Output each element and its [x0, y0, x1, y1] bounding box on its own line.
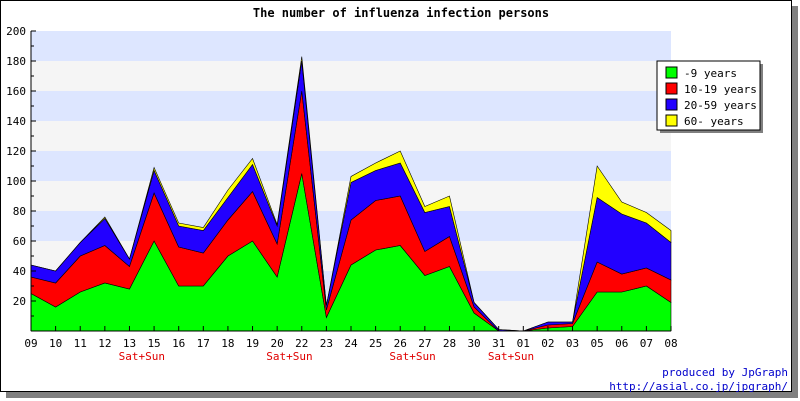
- x-tick-label: 09: [24, 337, 37, 350]
- x-tick-label: 27: [418, 337, 431, 350]
- x-tick-label: 15: [147, 337, 160, 350]
- x-tick-label: 28: [443, 337, 456, 350]
- x-tick-label: 06: [615, 337, 628, 350]
- area-series-60-years: [30, 56, 672, 332]
- x-tick-label: 22: [295, 337, 308, 350]
- x-tick-label: 24: [344, 337, 358, 350]
- x-tick-label: 19: [246, 337, 259, 350]
- x-tick-label: 23: [320, 337, 333, 350]
- axes: 20 40 60 80 100 120 140 160 180 200 09 10 11 12 13 15 16…: [6, 25, 678, 363]
- y-tick-label: 20: [13, 295, 26, 308]
- grid-band: [31, 121, 671, 151]
- x-tick-label: 01: [517, 337, 530, 350]
- x-tick-label: 17: [197, 337, 210, 350]
- y-tick-label: 160: [6, 85, 26, 98]
- x-tick-label: 30: [467, 337, 480, 350]
- stacked-areas: [30, 56, 672, 332]
- x-tick-label: 10: [49, 337, 62, 350]
- grid-band: [31, 61, 671, 91]
- legend-swatch: [665, 114, 678, 127]
- chart-title: The number of influenza infection person…: [253, 6, 549, 20]
- y-tick-label: 140: [6, 115, 26, 128]
- x-tick-label: 13: [123, 337, 136, 350]
- legend-swatch: [665, 98, 678, 111]
- grid-band: [31, 91, 671, 121]
- y-tick-label: 40: [13, 265, 26, 278]
- x-tick-label: 05: [591, 337, 604, 350]
- x-tick-label: 20: [271, 337, 284, 350]
- x-tick-label: 07: [640, 337, 653, 350]
- x-tick-label: 31: [492, 337, 505, 350]
- weekend-label: Sat+Sun: [389, 350, 435, 363]
- x-tick-label: 11: [74, 337, 87, 350]
- legend-swatch: [665, 66, 678, 79]
- y-tick-label: 180: [6, 55, 26, 68]
- credit-line-1: produced by JpGraph: [662, 366, 788, 379]
- y-tick-label: 80: [13, 205, 26, 218]
- grid-band: [31, 151, 671, 181]
- legend-swatch: [665, 82, 678, 95]
- y-tick-label: 60: [13, 235, 26, 248]
- x-tick-label: 02: [541, 337, 554, 350]
- y-tick-label: 200: [6, 25, 26, 38]
- grid-band: [31, 31, 671, 61]
- x-tick-label: 16: [172, 337, 185, 350]
- credit-line-2[interactable]: http://asial.co.jp/jpgraph/: [609, 380, 788, 393]
- weekend-label: Sat+Sun: [266, 350, 312, 363]
- chart-frame: The number of influenza infection person…: [0, 0, 792, 393]
- x-tick-label: 03: [566, 337, 579, 350]
- x-tick-label: 18: [221, 337, 234, 350]
- legend-label: 20-59 years: [684, 99, 757, 112]
- x-tick-label: 08: [664, 337, 677, 350]
- x-tick-label: 25: [369, 337, 382, 350]
- y-tick-label: 120: [6, 145, 26, 158]
- weekend-label: Sat+Sun: [488, 350, 534, 363]
- x-tick-label: 26: [394, 337, 407, 350]
- x-tick-label: 12: [98, 337, 111, 350]
- legend-label: 60- years: [684, 115, 744, 128]
- legend: -9 years 10-19 years 20-59 years 60- years: [656, 60, 763, 133]
- legend-label: 10-19 years: [684, 83, 757, 96]
- y-tick-label: 100: [6, 175, 26, 188]
- legend-label: -9 years: [684, 67, 737, 80]
- weekend-label: Sat+Sun: [119, 350, 165, 363]
